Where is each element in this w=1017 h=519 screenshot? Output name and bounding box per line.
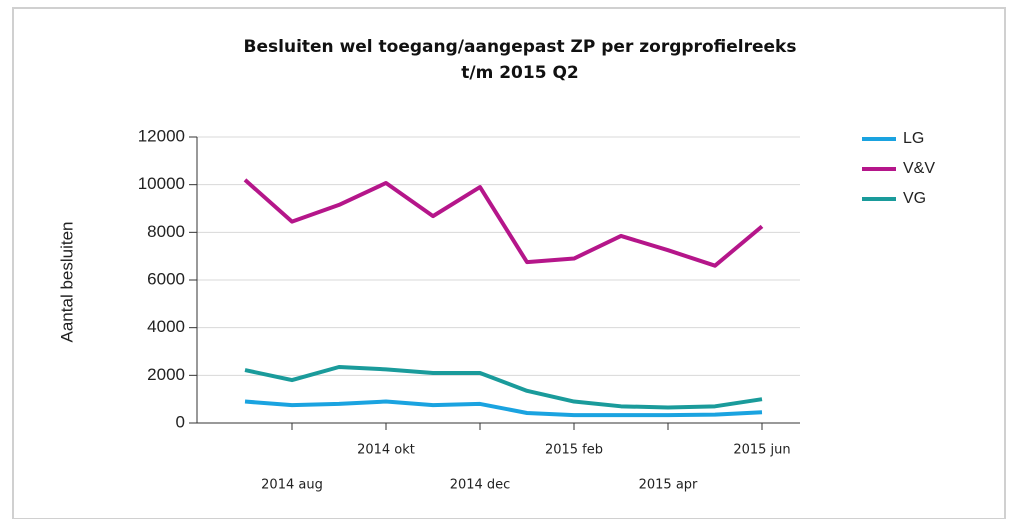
chart-title: t/m 2015 Q2 [461, 63, 578, 83]
chart-title: Besluiten wel toegang/aangepast ZP per z… [244, 37, 797, 57]
y-tick-label: 12000 [138, 126, 185, 145]
x-tick-label: 2015 feb [545, 443, 603, 458]
legend-label: LG [903, 130, 924, 147]
legend-label: V&V [903, 160, 935, 177]
x-tick-label: 2014 aug [261, 478, 323, 493]
x-tick-label: 2015 apr [639, 478, 698, 493]
x-tick-label: 2014 okt [357, 443, 415, 458]
y-tick-label: 6000 [147, 269, 185, 288]
series-line [244, 364, 763, 410]
series-line [244, 399, 763, 418]
legend-label: VG [903, 190, 926, 207]
y-tick-label: 0 [176, 412, 185, 431]
y-tick-label: 2000 [147, 365, 185, 384]
y-axis-label: Aantal besluiten [57, 222, 76, 343]
series-line [243, 178, 764, 268]
y-tick-label: 8000 [147, 222, 185, 241]
x-tick-label: 2015 jun [733, 443, 790, 458]
y-tick-label: 10000 [138, 174, 185, 193]
x-tick-label: 2014 dec [450, 478, 511, 493]
y-tick-label: 4000 [147, 317, 185, 336]
frame [12, 7, 1006, 519]
